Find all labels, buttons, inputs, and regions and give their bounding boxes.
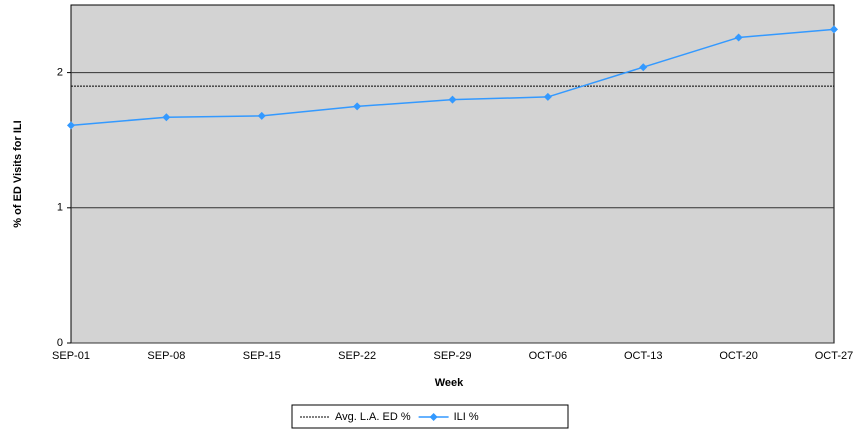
data-point bbox=[67, 121, 75, 130]
x-tick-label: OCT-20 bbox=[719, 350, 758, 362]
x-tick-label: OCT-13 bbox=[624, 350, 663, 362]
x-tick-label: SEP-01 bbox=[52, 350, 90, 362]
legend-label: Avg. L.A. ED % bbox=[335, 411, 411, 423]
legend-label: ILI % bbox=[454, 411, 479, 423]
x-tick-label: SEP-08 bbox=[147, 350, 185, 362]
x-tick-label: OCT-27 bbox=[815, 350, 854, 362]
data-point bbox=[734, 33, 743, 42]
plot-area bbox=[70, 4, 835, 344]
data-point bbox=[162, 113, 171, 122]
x-axis-label: Week bbox=[435, 377, 464, 389]
x-tick-label: SEP-22 bbox=[338, 350, 376, 362]
y-tick-label: 0 bbox=[57, 337, 63, 349]
legend: Avg. L.A. ED % ILI % bbox=[291, 404, 569, 429]
data-point bbox=[830, 25, 838, 34]
data-point bbox=[448, 95, 457, 104]
data-point bbox=[257, 111, 266, 120]
x-tick-label: OCT-06 bbox=[529, 350, 568, 362]
y-tick-label: 1 bbox=[57, 202, 63, 214]
legend-marker bbox=[429, 413, 438, 421]
data-point bbox=[543, 92, 552, 101]
x-tick-label: SEP-15 bbox=[243, 350, 281, 362]
data-point bbox=[639, 63, 648, 72]
x-tick-label: SEP-29 bbox=[434, 350, 472, 362]
data-point bbox=[353, 102, 362, 111]
y-axis-label: % of ED Visits for ILI bbox=[12, 120, 24, 227]
y-tick-label: 2 bbox=[57, 67, 63, 79]
